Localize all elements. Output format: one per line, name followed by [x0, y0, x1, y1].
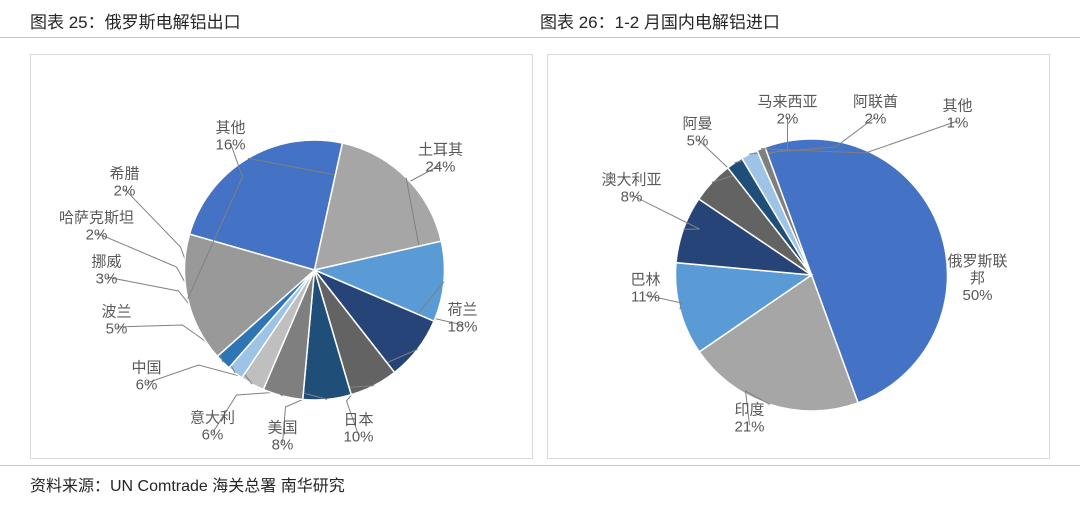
pie-label: 土耳其24%	[418, 142, 463, 176]
pie-label: 马来西亚2%	[757, 94, 817, 128]
pie-label: 中国6%	[131, 360, 161, 394]
pie-right: 俄罗斯联邦50% 印度21% 巴林11% 澳大利亚8% 阿曼5% 马来西亚2% 阿联酋2% 其…	[548, 55, 1049, 458]
pie-label: 阿联酋2%	[853, 93, 898, 128]
pie-left: 土耳其24% 荷兰18% 日本10% 美国8% 意大利6% 中国6%波兰5% 挪威3% 哈萨克…	[31, 55, 532, 458]
pie-label: 日本10%	[343, 412, 373, 446]
source-footer: 资料来源：UN Comtrade 海关总署 南华研究	[0, 465, 1080, 502]
pie-label: 哈萨克斯坦2%	[59, 210, 134, 244]
pie-label: 巴林11%	[630, 272, 660, 306]
pie-label: 其他1%	[942, 98, 972, 132]
charts-row: 土耳其24% 荷兰18% 日本10% 美国8% 意大利6% 中国6%波兰5% 挪威3% 哈萨克…	[0, 38, 1080, 465]
pie-label: 希腊2%	[109, 166, 139, 200]
pie-label: 荷兰18%	[447, 302, 477, 336]
pie-label: 阿曼5%	[682, 116, 712, 150]
title-left: 图表 25：俄罗斯电解铝出口	[30, 8, 540, 33]
chart-left: 土耳其24% 荷兰18% 日本10% 美国8% 意大利6% 中国6%波兰5% 挪威3% 哈萨克…	[30, 54, 533, 459]
pie-label: 挪威3%	[91, 254, 121, 288]
title-row: 图表 25：俄罗斯电解铝出口 图表 26：1-2 月国内电解铝进口	[0, 0, 1080, 38]
pie-label: 其他16%	[215, 120, 245, 154]
title-right: 图表 26：1-2 月国内电解铝进口	[540, 8, 1050, 33]
pie-label: 澳大利亚8%	[601, 172, 661, 206]
pie-label: 俄罗斯联邦50%	[947, 253, 1007, 304]
pie-label: 波兰5%	[101, 304, 131, 338]
pie-label: 美国8%	[267, 420, 297, 454]
chart-right: 俄罗斯联邦50% 印度21% 巴林11% 澳大利亚8% 阿曼5% 马来西亚2% 阿联酋2% 其…	[547, 54, 1050, 459]
pie-label: 印度21%	[734, 402, 764, 436]
pie-label: 意大利6%	[190, 409, 235, 444]
